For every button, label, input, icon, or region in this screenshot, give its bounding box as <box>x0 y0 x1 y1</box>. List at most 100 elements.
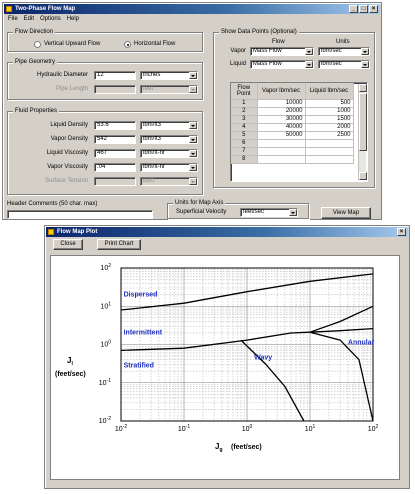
vapor-units-select[interactable]: lbm/sec <box>318 47 370 56</box>
map-axis-label: Units for Map Axis <box>173 199 226 207</box>
menu-options[interactable]: Options <box>40 16 61 22</box>
vapor-viscosity-unit-select[interactable]: lbm/ft-hr <box>140 163 198 172</box>
map-axis-units-select[interactable]: feet/sec <box>240 208 298 217</box>
pipe-length-label: Pipe Length <box>55 86 88 92</box>
header-comments-label: Header Comments (50 char. max) <box>7 201 98 207</box>
table-cell-vapor[interactable] <box>257 147 306 156</box>
print-chart-button[interactable]: Print Chart <box>97 239 141 250</box>
surface-tension-unit-select[interactable]: lbf/ft <box>140 177 198 186</box>
chevron-down-icon[interactable] <box>189 150 197 157</box>
table-cell-vapor[interactable] <box>257 155 306 164</box>
hydraulic-diameter-unit-select[interactable]: inches <box>140 71 198 80</box>
liquid-density-unit-select[interactable]: lbm/ft3 <box>140 121 198 130</box>
close-button[interactable]: Close <box>53 239 83 250</box>
chevron-down-icon[interactable] <box>305 61 313 68</box>
table-cell-vapor[interactable]: 50000 <box>257 131 306 140</box>
chevron-down-icon[interactable] <box>189 178 197 185</box>
horizontal-flow-radio[interactable]: Horizontal Flow <box>124 40 175 49</box>
vertical-flow-radio-dot[interactable] <box>34 41 41 48</box>
scroll-down-icon[interactable] <box>359 172 367 180</box>
liquid-label: Liquid <box>229 61 246 67</box>
horizontal-flow-radio-dot[interactable] <box>124 41 131 48</box>
vapor-flow-select[interactable]: Mass Flow <box>250 47 314 56</box>
chevron-down-icon[interactable] <box>189 122 197 129</box>
pipe-length-unit-select[interactable]: feet <box>140 85 198 94</box>
table-cell-liquid[interactable] <box>305 147 354 156</box>
chevron-down-icon[interactable] <box>189 136 197 143</box>
table-row[interactable]: 1 10000 500 <box>231 99 354 108</box>
table-cell-liquid[interactable] <box>305 139 354 148</box>
liquid-viscosity-input[interactable]: 467 <box>94 149 136 158</box>
chevron-down-icon[interactable] <box>305 48 313 55</box>
table-cell-vapor[interactable]: 10000 <box>257 99 306 108</box>
table-row[interactable]: 3 30000 1500 <box>231 115 354 124</box>
table-cell-vapor[interactable] <box>257 139 306 148</box>
table-row[interactable]: 7 <box>231 147 354 156</box>
plot-window-titlebar[interactable]: Flow Map Plot × <box>46 227 408 237</box>
table-header-point: Flow Point <box>231 83 258 100</box>
scroll-up-icon[interactable] <box>359 84 367 92</box>
fluid-properties-label: Fluid Properties <box>13 107 60 115</box>
liquid-units-select[interactable]: lbm/sec <box>318 60 370 69</box>
scroll-thumb[interactable] <box>359 93 367 151</box>
main-window-titlebar[interactable]: Two-Phase Flow Map _ □ × <box>4 4 380 14</box>
hydraulic-diameter-input[interactable]: 12 <box>94 71 136 80</box>
table-cell-vapor[interactable]: 40000 <box>257 123 306 132</box>
table-cell-liquid[interactable] <box>305 155 354 164</box>
chevron-down-icon[interactable] <box>361 61 369 68</box>
data-points-table[interactable]: Flow Point Vapor lbm/sec Liquid lbm/sec … <box>230 82 368 182</box>
vapor-flow-value: Mass Flow <box>253 48 282 54</box>
liquid-flow-select[interactable]: Mass Flow <box>250 60 314 69</box>
table-row[interactable]: 4 40000 2000 <box>231 123 354 132</box>
surface-tension-input[interactable] <box>94 177 136 186</box>
header-comments-input[interactable] <box>7 210 153 219</box>
pipe-length-input[interactable] <box>94 85 136 94</box>
table-cell-point: 6 <box>231 139 258 148</box>
table-row[interactable]: 6 <box>231 139 354 148</box>
app-icon <box>6 6 12 12</box>
vapor-density-input[interactable]: 542 <box>94 135 136 144</box>
menu-edit[interactable]: Edit <box>23 16 35 22</box>
table-row[interactable]: 5 50000 2500 <box>231 131 354 140</box>
pipe-length-unit-value: feet <box>143 86 154 92</box>
chevron-down-icon[interactable] <box>189 86 197 93</box>
table-scrollbar[interactable] <box>358 84 367 180</box>
y-tick-label: 102 <box>100 263 111 272</box>
table-cell-liquid[interactable]: 2500 <box>305 131 354 140</box>
table-cell-liquid[interactable]: 2000 <box>305 123 354 132</box>
liquid-flow-value: Mass Flow <box>253 61 282 67</box>
liquid-density-input[interactable]: 53.6 <box>94 121 136 130</box>
minimize-icon[interactable]: _ <box>349 5 358 13</box>
chevron-down-icon[interactable] <box>361 48 369 55</box>
chevron-down-icon[interactable] <box>189 72 197 79</box>
vapor-density-unit-value: lbm/ft3 <box>143 136 162 142</box>
y-axis-label: Jl <box>67 356 73 367</box>
table-row[interactable]: 2 20000 1000 <box>231 107 354 116</box>
region-label: Intermittent <box>124 330 163 337</box>
liquid-viscosity-unit-value: lbm/ft-hr <box>143 150 166 156</box>
table-cell-liquid[interactable]: 1500 <box>305 115 354 124</box>
menu-file[interactable]: File <box>8 16 18 22</box>
units-column-label: Units <box>336 39 350 45</box>
liquid-viscosity-unit-select[interactable]: lbm/ft-hr <box>140 149 198 158</box>
close-icon[interactable]: × <box>369 5 378 13</box>
close-icon[interactable]: × <box>397 228 406 236</box>
chevron-down-icon[interactable] <box>289 209 297 216</box>
table-cell-liquid[interactable]: 500 <box>305 99 354 108</box>
vertical-flow-radio[interactable]: Vertical Upward Flow <box>34 40 100 49</box>
view-map-button[interactable]: View Map <box>321 207 371 219</box>
menu-help[interactable]: Help <box>66 16 80 22</box>
maximize-icon[interactable]: □ <box>359 5 368 13</box>
vapor-density-unit-select[interactable]: lbm/ft3 <box>140 135 198 144</box>
vapor-viscosity-input[interactable]: .04 <box>94 163 136 172</box>
table-cell-vapor[interactable]: 30000 <box>257 115 306 124</box>
region-label: Dispersed <box>124 291 158 298</box>
table-cell-liquid[interactable]: 1000 <box>305 107 354 116</box>
table-row[interactable]: 8 <box>231 155 354 164</box>
y-tick-label: 10-1 <box>99 378 111 387</box>
table-cell-vapor[interactable]: 20000 <box>257 107 306 116</box>
superficial-velocity-label: Superficial Velocity <box>176 209 227 215</box>
chevron-down-icon[interactable] <box>189 164 197 171</box>
x-tick-label: 10-2 <box>115 424 127 433</box>
fluid-properties-group: Fluid Properties Liquid Density 53.6 lbm… <box>7 107 203 195</box>
